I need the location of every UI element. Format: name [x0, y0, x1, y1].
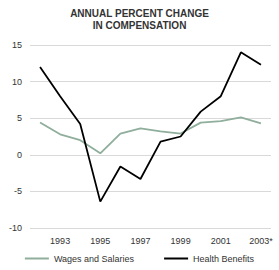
svg-text:2001: 2001 — [211, 236, 231, 246]
svg-text:15: 15 — [12, 40, 22, 50]
svg-text:5: 5 — [17, 113, 22, 123]
svg-text:ANNUAL PERCENT CHANGE: ANNUAL PERCENT CHANGE — [70, 8, 209, 19]
svg-text:-10: -10 — [9, 223, 22, 233]
svg-text:IN COMPENSATION: IN COMPENSATION — [93, 20, 187, 31]
svg-text:1997: 1997 — [130, 236, 150, 246]
svg-text:0: 0 — [17, 150, 22, 160]
svg-text:-5: -5 — [14, 186, 22, 196]
svg-text:2003*: 2003* — [249, 236, 273, 246]
svg-text:1999: 1999 — [171, 236, 191, 246]
svg-text:1995: 1995 — [90, 236, 110, 246]
svg-text:Wages and Salaries: Wages and Salaries — [54, 254, 135, 264]
svg-text:1993: 1993 — [50, 236, 70, 246]
svg-text:Health Benefits: Health Benefits — [193, 254, 255, 264]
svg-text:10: 10 — [12, 77, 22, 87]
